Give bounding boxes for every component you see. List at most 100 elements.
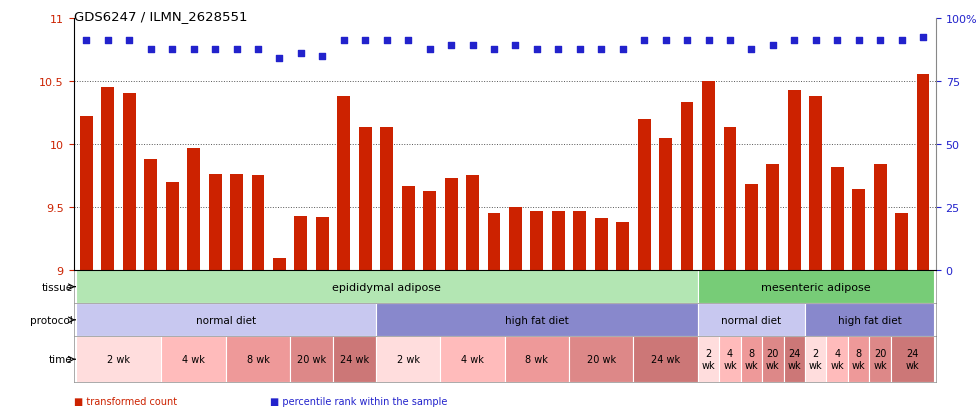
Bar bbox=[698, 337, 719, 382]
Text: ■ transformed count: ■ transformed count bbox=[74, 396, 176, 406]
Point bbox=[594, 47, 610, 53]
Point bbox=[336, 38, 352, 45]
Bar bbox=[75, 337, 162, 382]
Text: 24 wk: 24 wk bbox=[651, 354, 680, 364]
Bar bbox=[573, 211, 586, 271]
Text: 20 wk: 20 wk bbox=[587, 354, 615, 364]
Bar bbox=[487, 214, 501, 271]
Text: normal diet: normal diet bbox=[721, 315, 781, 325]
Point bbox=[529, 47, 545, 53]
Point bbox=[679, 38, 695, 45]
Bar bbox=[101, 88, 115, 271]
Bar bbox=[788, 90, 801, 271]
Bar bbox=[809, 97, 822, 271]
Text: ■ percentile rank within the sample: ■ percentile rank within the sample bbox=[270, 396, 447, 406]
Bar bbox=[144, 160, 157, 271]
Point bbox=[808, 38, 823, 45]
Bar bbox=[853, 190, 865, 271]
Bar bbox=[891, 337, 934, 382]
Point bbox=[787, 38, 803, 45]
Bar bbox=[80, 117, 93, 271]
Text: high fat diet: high fat diet bbox=[505, 315, 568, 325]
Point bbox=[765, 43, 781, 50]
Bar bbox=[723, 128, 736, 271]
Bar bbox=[402, 186, 415, 271]
Bar bbox=[638, 119, 651, 271]
Bar bbox=[337, 97, 350, 271]
Point bbox=[100, 38, 116, 45]
Bar bbox=[719, 337, 741, 382]
Text: 24
wk: 24 wk bbox=[788, 349, 801, 370]
Bar bbox=[869, 337, 891, 382]
Bar bbox=[333, 337, 376, 382]
Text: epididymal adipose: epididymal adipose bbox=[332, 282, 441, 292]
Text: 8 wk: 8 wk bbox=[247, 354, 270, 364]
Bar bbox=[784, 337, 805, 382]
Bar bbox=[741, 337, 762, 382]
Point bbox=[400, 38, 416, 45]
Text: 20
wk: 20 wk bbox=[766, 349, 780, 370]
Text: 4 wk: 4 wk bbox=[461, 354, 484, 364]
Bar bbox=[466, 176, 479, 271]
Text: GDS6247 / ILMN_2628551: GDS6247 / ILMN_2628551 bbox=[74, 10, 247, 23]
Bar bbox=[290, 337, 333, 382]
Point bbox=[207, 47, 222, 53]
Bar bbox=[874, 165, 887, 271]
Point bbox=[271, 56, 287, 62]
Point bbox=[186, 47, 202, 53]
Point bbox=[744, 47, 760, 53]
Bar bbox=[805, 337, 826, 382]
Bar bbox=[75, 271, 698, 304]
Bar bbox=[509, 208, 522, 271]
Bar bbox=[698, 304, 805, 337]
Bar bbox=[595, 219, 608, 271]
Text: 4
wk: 4 wk bbox=[723, 349, 737, 370]
Bar bbox=[209, 175, 221, 271]
Text: mesenteric adipose: mesenteric adipose bbox=[760, 282, 870, 292]
Bar bbox=[359, 128, 371, 271]
Text: 24
wk: 24 wk bbox=[906, 349, 919, 370]
Bar bbox=[316, 218, 328, 271]
Bar bbox=[805, 304, 934, 337]
Point bbox=[465, 43, 480, 50]
Point bbox=[915, 34, 931, 41]
Bar bbox=[895, 214, 908, 271]
Point bbox=[658, 38, 673, 45]
Bar bbox=[569, 337, 633, 382]
Point bbox=[851, 38, 866, 45]
Bar bbox=[698, 271, 934, 304]
Text: high fat diet: high fat diet bbox=[838, 315, 902, 325]
Point bbox=[572, 47, 588, 53]
Text: 20
wk: 20 wk bbox=[873, 349, 887, 370]
Bar bbox=[633, 337, 698, 382]
Point bbox=[421, 47, 437, 53]
Bar bbox=[848, 337, 869, 382]
Point bbox=[443, 43, 459, 50]
Text: 8
wk: 8 wk bbox=[745, 349, 759, 370]
Bar bbox=[75, 304, 376, 337]
Text: 8
wk: 8 wk bbox=[852, 349, 865, 370]
Point bbox=[379, 38, 395, 45]
Bar bbox=[660, 138, 672, 271]
Text: 2 wk: 2 wk bbox=[397, 354, 419, 364]
Bar bbox=[616, 223, 629, 271]
Bar bbox=[745, 185, 758, 271]
Bar bbox=[681, 103, 694, 271]
Text: tissue: tissue bbox=[41, 282, 73, 292]
Point bbox=[358, 38, 373, 45]
Point bbox=[636, 38, 652, 45]
Point bbox=[228, 47, 244, 53]
Text: time: time bbox=[49, 354, 73, 364]
Text: 2
wk: 2 wk bbox=[702, 349, 715, 370]
Point bbox=[250, 47, 266, 53]
Bar bbox=[273, 258, 286, 271]
Point bbox=[508, 43, 523, 50]
Bar bbox=[187, 148, 200, 271]
Bar bbox=[762, 337, 784, 382]
Bar bbox=[445, 178, 458, 271]
Bar bbox=[376, 337, 440, 382]
Bar bbox=[376, 304, 698, 337]
Point bbox=[551, 47, 566, 53]
Bar bbox=[831, 167, 844, 271]
Point bbox=[872, 38, 888, 45]
